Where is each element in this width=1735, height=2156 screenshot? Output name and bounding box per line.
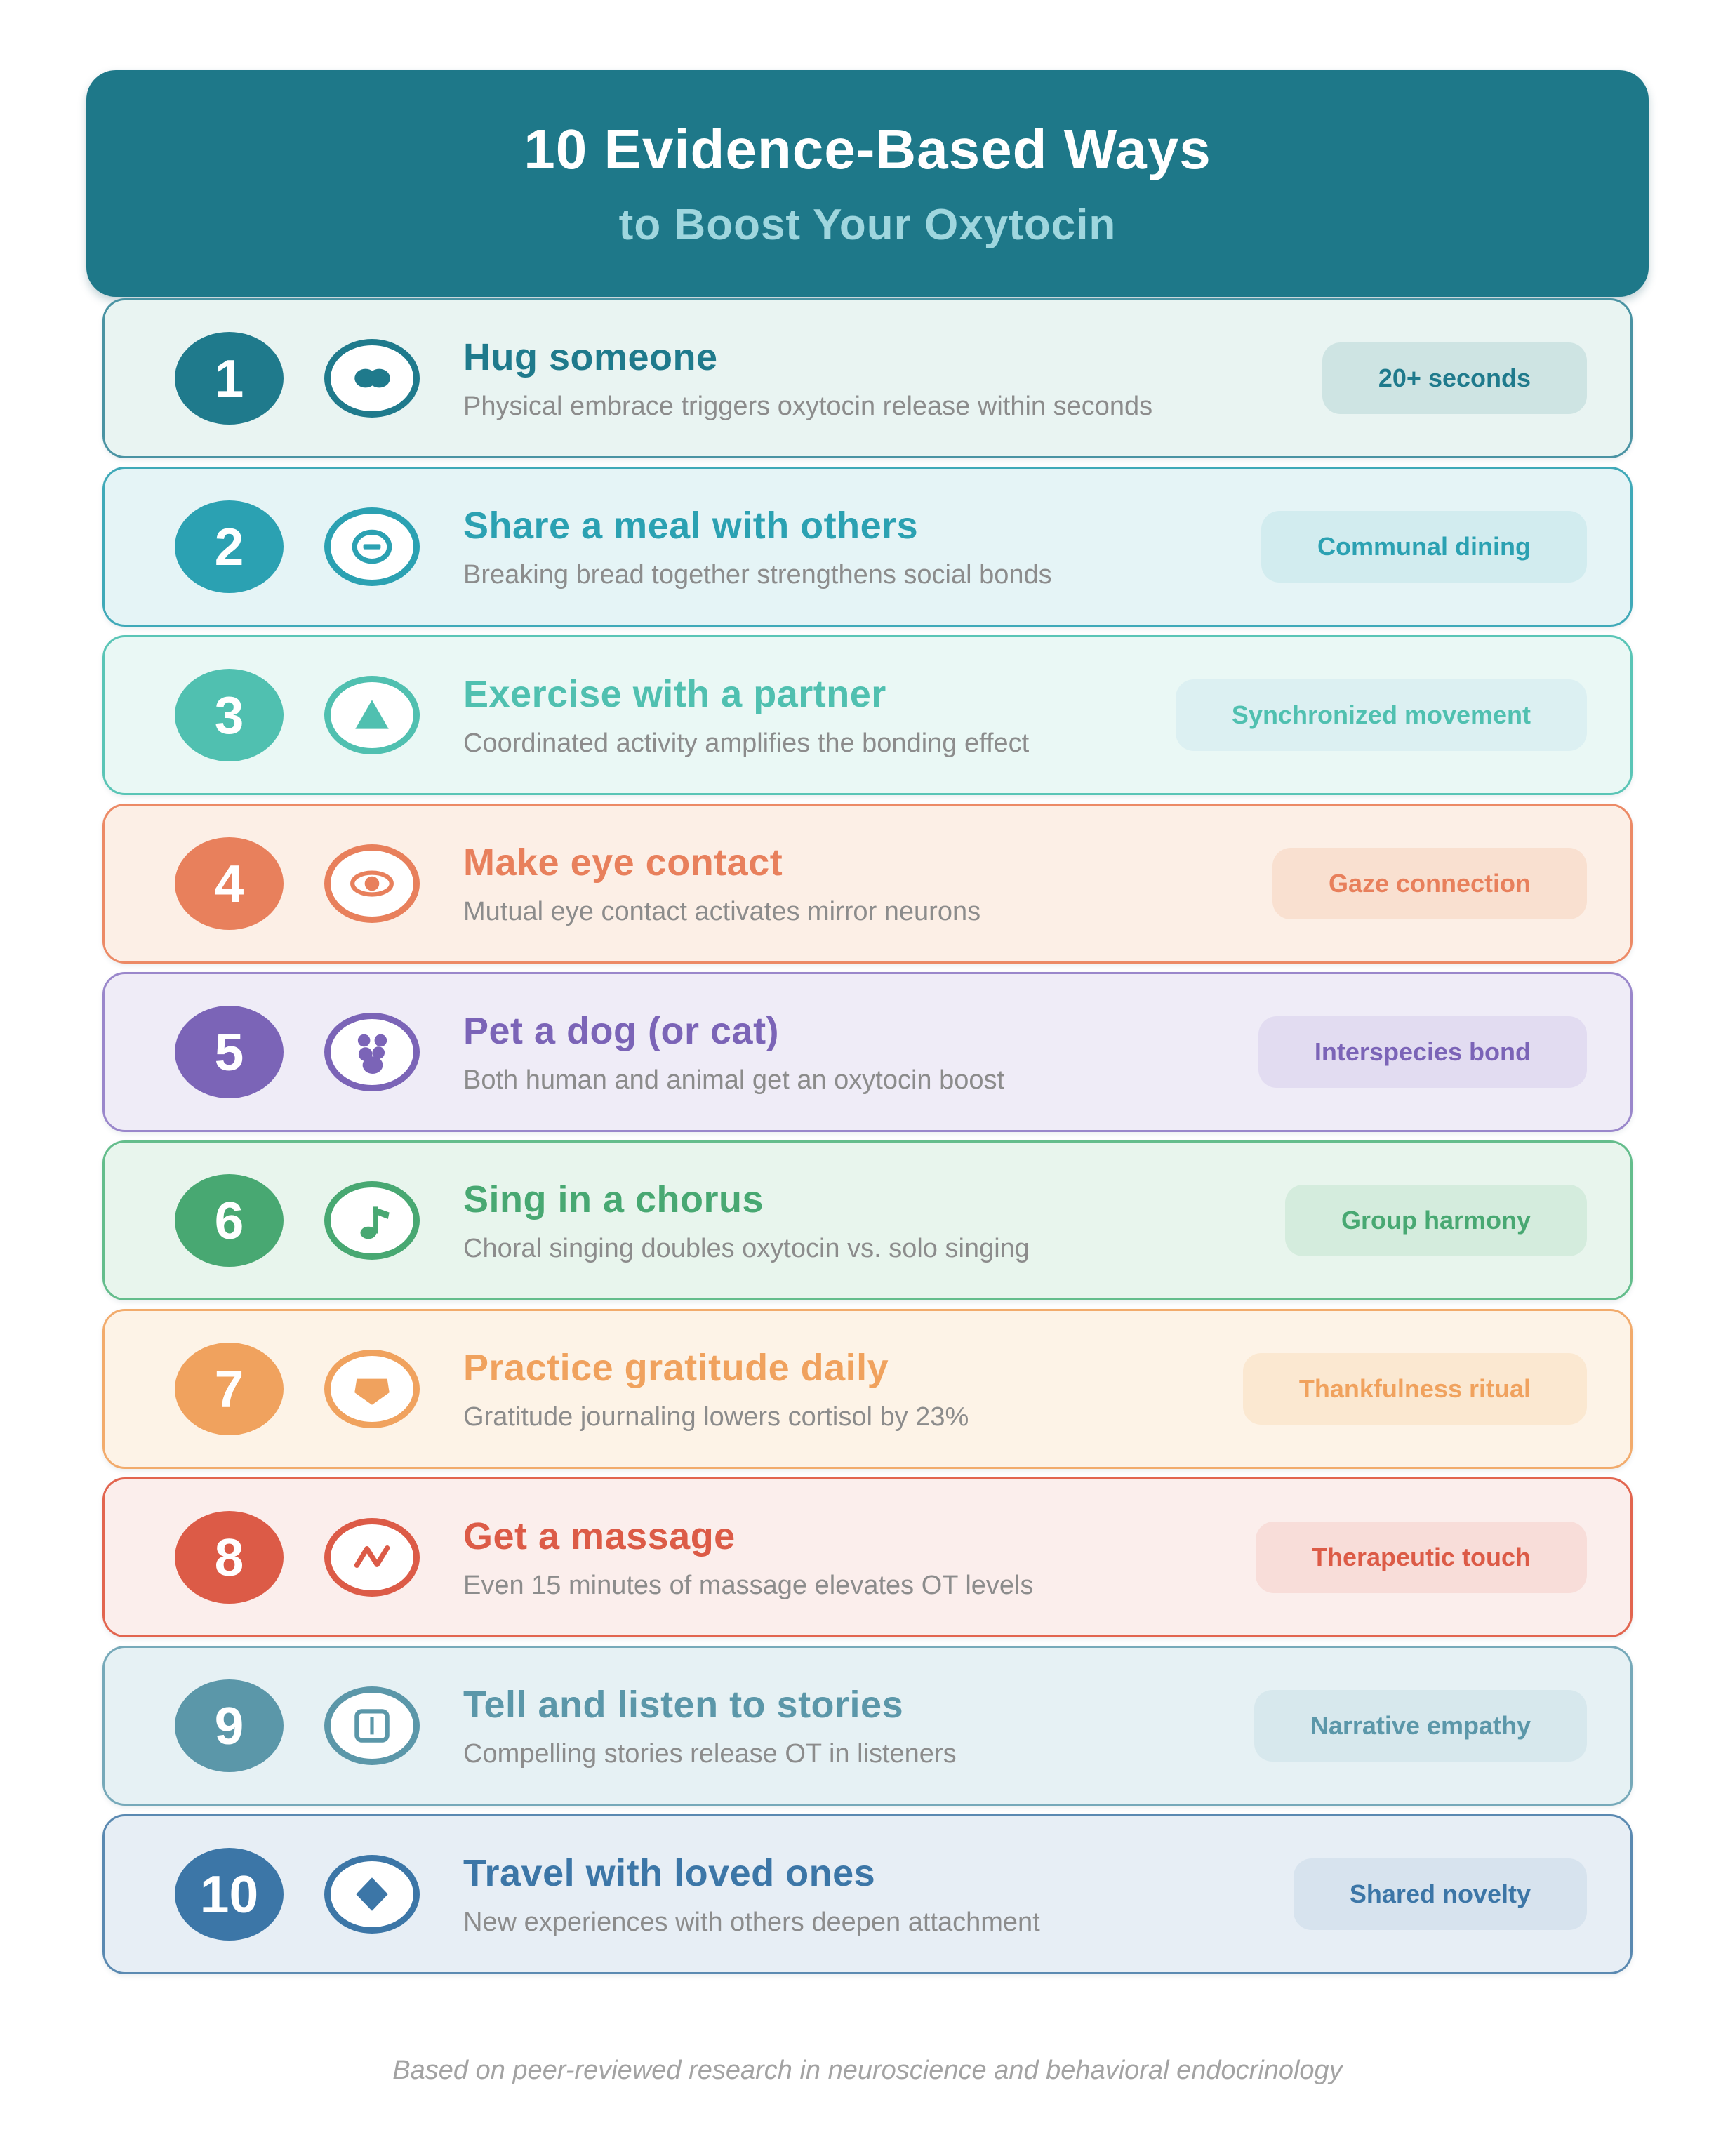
item-number: 4 — [214, 854, 244, 913]
item-description: Compelling stories release OT in listene… — [463, 1738, 957, 1769]
eye-icon — [324, 844, 420, 923]
item-badge: Interspecies bond — [1258, 1016, 1587, 1088]
item-description: Even 15 minutes of massage elevates OT l… — [463, 1570, 1034, 1600]
tip-number-badge: 8 — [175, 1511, 284, 1604]
item-description: Gratitude journaling lowers cortisol by … — [463, 1402, 969, 1432]
item-title: Sing in a chorus — [463, 1178, 764, 1220]
item-badge: Therapeutic touch — [1255, 1522, 1587, 1593]
book-icon — [324, 1686, 420, 1765]
page-subtitle: to Boost Your Oxytocin — [618, 201, 1117, 249]
item-title: Pet a dog (or cat) — [463, 1009, 780, 1052]
item-badge: 20+ seconds — [1322, 342, 1587, 414]
meal-icon — [324, 507, 420, 586]
item-title: Practice gratitude daily — [463, 1346, 889, 1389]
item-title: Travel with loved ones — [463, 1851, 876, 1894]
item-title: Hug someone — [463, 335, 718, 378]
item-title: Make eye contact — [463, 841, 783, 884]
item-number: 3 — [214, 686, 244, 745]
item-description: Coordinated activity amplifies the bondi… — [463, 728, 1030, 758]
item-description: Both human and animal get an oxytocin bo… — [463, 1065, 1005, 1095]
tip-number-badge: 2 — [175, 500, 284, 593]
tip-row: 2 Share a meal with others Breaking brea… — [102, 467, 1633, 627]
hug-icon — [324, 339, 420, 418]
item-number: 1 — [214, 349, 244, 408]
item-number: 6 — [214, 1191, 244, 1250]
page-title: 10 Evidence-Based Ways — [524, 118, 1211, 180]
tip-text-block: Practice gratitude daily Gratitude journ… — [463, 1346, 969, 1432]
tip-row: 4 Make eye contact Mutual eye contact ac… — [102, 804, 1633, 964]
tip-number-badge: 7 — [175, 1343, 284, 1435]
item-number: 5 — [214, 1023, 244, 1082]
tip-row: 1 Hug someone Physical embrace triggers … — [102, 298, 1633, 458]
tip-text-block: Get a massage Even 15 minutes of massage… — [463, 1515, 1034, 1601]
tip-row: 9 Tell and listen to stories Compelling … — [102, 1646, 1633, 1806]
tip-number-badge: 9 — [175, 1679, 284, 1772]
tip-text-block: Exercise with a partner Coordinated acti… — [463, 672, 1029, 759]
tip-row: 6 Sing in a chorus Choral singing double… — [102, 1140, 1633, 1300]
massage-wave-icon — [324, 1518, 420, 1597]
item-badge: Group harmony — [1284, 1185, 1587, 1256]
tip-text-block: Sing in a chorus Choral singing doubles … — [463, 1178, 1030, 1264]
item-title: Exercise with a partner — [463, 672, 886, 715]
tip-number-badge: 6 — [175, 1174, 284, 1267]
tip-row: 3 Exercise with a partner Coordinated ac… — [102, 635, 1633, 795]
tip-text-block: Travel with loved ones New experiences w… — [463, 1851, 1040, 1938]
item-number: 7 — [214, 1359, 244, 1418]
item-badge: Thankfulness ritual — [1242, 1353, 1587, 1425]
item-badge: Shared novelty — [1293, 1858, 1587, 1930]
item-title: Share a meal with others — [463, 504, 919, 547]
paw-icon — [324, 1013, 420, 1091]
tip-number-badge: 4 — [175, 837, 284, 930]
item-badge: Communal dining — [1261, 511, 1587, 583]
tip-row: 5 Pet a dog (or cat) Both human and anim… — [102, 972, 1633, 1132]
item-number: 9 — [214, 1696, 244, 1755]
header-banner: 10 Evidence-Based Ways to Boost Your Oxy… — [86, 70, 1649, 297]
item-title: Tell and listen to stories — [463, 1683, 904, 1726]
tip-text-block: Pet a dog (or cat) Both human and animal… — [463, 1009, 1004, 1096]
item-title: Get a massage — [463, 1515, 736, 1557]
item-badge: Gaze connection — [1272, 848, 1587, 919]
tip-number-badge: 10 — [175, 1848, 284, 1941]
source-note: Based on peer-reviewed research in neuro… — [392, 2056, 1343, 2085]
tip-number-badge: 5 — [175, 1006, 284, 1098]
exercise-icon — [324, 676, 420, 754]
tip-text-block: Hug someone Physical embrace triggers ox… — [463, 335, 1152, 422]
item-description: New experiences with others deepen attac… — [463, 1907, 1040, 1937]
item-badge: Synchronized movement — [1175, 679, 1587, 751]
tip-text-block: Make eye contact Mutual eye contact acti… — [463, 841, 980, 927]
music-note-icon — [324, 1181, 420, 1260]
tip-number-badge: 3 — [175, 669, 284, 761]
item-description: Physical embrace triggers oxytocin relea… — [463, 391, 1153, 421]
tip-row: 8 Get a massage Even 15 minutes of massa… — [102, 1477, 1633, 1637]
tip-text-block: Share a meal with others Breaking bread … — [463, 504, 1052, 590]
diamond-icon — [324, 1855, 420, 1934]
tip-row: 7 Practice gratitude daily Gratitude jou… — [102, 1309, 1633, 1469]
gratitude-icon — [324, 1350, 420, 1428]
tip-text-block: Tell and listen to stories Compelling st… — [463, 1683, 957, 1769]
tip-row: 10 Travel with loved ones New experience… — [102, 1814, 1633, 1974]
item-description: Breaking bread together strengthens soci… — [463, 559, 1052, 590]
item-description: Mutual eye contact activates mirror neur… — [463, 896, 981, 926]
item-number: 10 — [199, 1865, 259, 1924]
item-number: 8 — [214, 1528, 244, 1587]
item-number: 2 — [214, 517, 244, 576]
item-description: Choral singing doubles oxytocin vs. solo… — [463, 1233, 1030, 1263]
tips-list: 1 Hug someone Physical embrace triggers … — [102, 298, 1633, 1974]
tip-number-badge: 1 — [175, 332, 284, 425]
item-badge: Narrative empathy — [1254, 1690, 1587, 1762]
